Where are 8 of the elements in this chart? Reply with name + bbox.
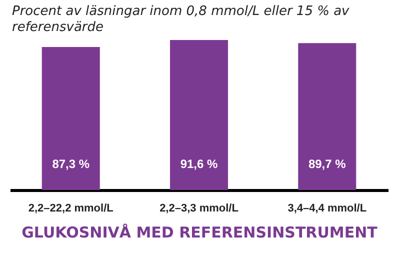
x-axis-title: GLUKOSNIVÅ MED REFERENSINSTRUMENT — [22, 224, 378, 242]
x-tick-label: 2,2–22,2 mmol/L — [28, 202, 114, 214]
data-label: 87,3 % — [52, 157, 90, 171]
chart-title: Procent av läsningar inom 0,8 mmol/L eller 15 % av referensvärde — [12, 4, 350, 36]
data-label: 89,7 % — [308, 157, 346, 171]
data-label: 91,6 % — [180, 157, 218, 171]
x-tick-label: 2,2–3,3 mmol/L — [160, 202, 239, 214]
x-tick-label: 3,4–4,4 mmol/L — [288, 202, 367, 214]
